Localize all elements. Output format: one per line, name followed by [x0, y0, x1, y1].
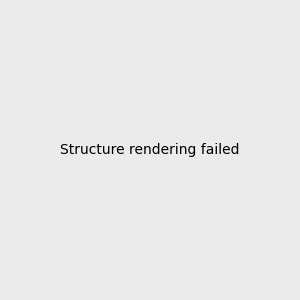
Text: Structure rendering failed: Structure rendering failed: [60, 143, 240, 157]
